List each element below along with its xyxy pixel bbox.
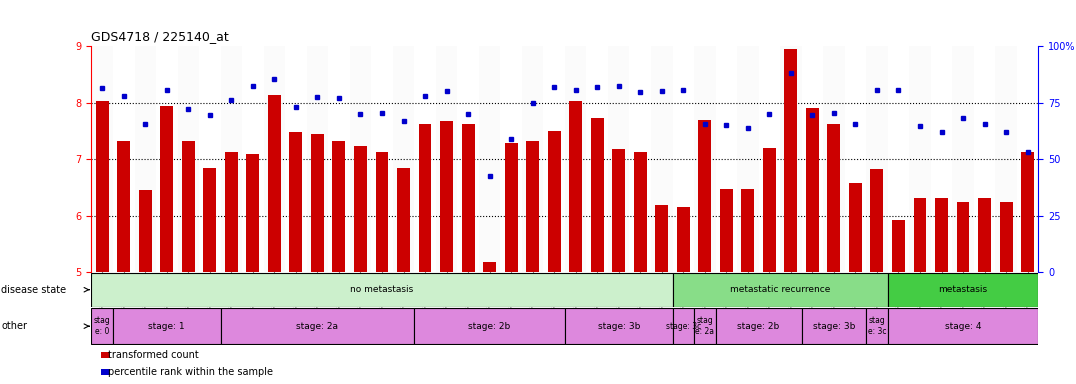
Bar — [419, 124, 431, 272]
Text: stage: 3c: stage: 3c — [666, 322, 700, 331]
Bar — [952, 46, 974, 272]
Text: stage: 2b: stage: 2b — [737, 322, 780, 331]
Text: percentile rank within the sample: percentile rank within the sample — [108, 367, 272, 377]
Bar — [117, 141, 130, 272]
Bar — [784, 49, 797, 272]
Bar — [780, 46, 802, 272]
Bar — [354, 146, 367, 272]
Bar — [96, 101, 109, 272]
Text: other: other — [1, 321, 27, 331]
Bar — [113, 308, 221, 344]
Bar — [376, 152, 388, 272]
Text: stage: 3b: stage: 3b — [812, 322, 855, 331]
Bar — [307, 46, 328, 272]
Bar — [957, 202, 969, 272]
Bar — [634, 152, 647, 272]
Bar — [806, 108, 819, 272]
Bar — [720, 189, 733, 272]
Bar — [935, 197, 948, 272]
Bar — [698, 119, 711, 272]
Text: metastasis: metastasis — [938, 285, 988, 294]
Bar — [332, 141, 345, 272]
Text: stage: 2a: stage: 2a — [296, 322, 339, 331]
Text: stage: 1: stage: 1 — [148, 322, 185, 331]
Text: transformed count: transformed count — [108, 350, 198, 360]
Bar — [914, 197, 926, 272]
Bar — [591, 118, 604, 272]
Bar — [526, 141, 539, 272]
Bar — [866, 308, 888, 344]
Bar — [802, 308, 866, 344]
Bar — [849, 183, 862, 272]
Bar — [462, 124, 475, 272]
Bar — [827, 124, 840, 272]
Bar — [651, 46, 672, 272]
Bar — [91, 46, 113, 272]
Bar — [569, 101, 582, 272]
Bar — [672, 273, 888, 306]
Bar — [978, 197, 991, 272]
Bar — [608, 46, 629, 272]
Bar — [246, 154, 259, 272]
Bar — [134, 46, 156, 272]
Bar — [995, 46, 1017, 272]
Bar — [350, 46, 371, 272]
Bar — [221, 46, 242, 272]
Bar — [182, 141, 195, 272]
Bar — [823, 46, 845, 272]
Bar — [870, 169, 883, 272]
Bar — [763, 148, 776, 272]
Bar — [548, 131, 561, 272]
Text: stag
e: 2a: stag e: 2a — [695, 316, 714, 336]
Bar — [91, 308, 113, 344]
Bar — [888, 308, 1038, 344]
Bar — [225, 152, 238, 272]
Bar — [91, 273, 673, 306]
Bar — [139, 190, 152, 272]
Bar — [203, 168, 216, 272]
Bar — [716, 308, 802, 344]
Text: disease state: disease state — [1, 285, 67, 295]
Bar — [311, 134, 324, 272]
Bar — [268, 95, 281, 272]
Bar — [866, 46, 888, 272]
Bar — [505, 143, 518, 272]
Bar — [289, 132, 302, 272]
Bar — [741, 189, 754, 272]
Bar — [1021, 152, 1034, 272]
Text: no metastasis: no metastasis — [351, 285, 413, 294]
Bar — [694, 308, 716, 344]
Bar — [612, 149, 625, 272]
Bar — [221, 308, 414, 344]
Bar — [160, 106, 173, 272]
Text: GDS4718 / 225140_at: GDS4718 / 225140_at — [91, 30, 229, 43]
Bar — [483, 262, 496, 272]
Bar — [892, 220, 905, 272]
Text: stage: 4: stage: 4 — [945, 322, 981, 331]
Bar — [565, 308, 672, 344]
Bar — [264, 46, 285, 272]
Bar — [737, 46, 759, 272]
Text: metastatic recurrence: metastatic recurrence — [730, 285, 831, 294]
Bar — [655, 205, 668, 272]
Bar — [677, 207, 690, 272]
Bar — [1000, 202, 1013, 272]
Bar — [397, 168, 410, 272]
Bar — [440, 121, 453, 272]
Bar — [436, 46, 457, 272]
Text: stag
e: 0: stag e: 0 — [94, 316, 111, 336]
Bar — [909, 46, 931, 272]
Bar — [393, 46, 414, 272]
Bar — [888, 273, 1038, 306]
Bar — [522, 46, 543, 272]
Bar — [178, 46, 199, 272]
Bar — [672, 308, 694, 344]
Bar — [565, 46, 586, 272]
Bar — [479, 46, 500, 272]
Bar — [414, 308, 565, 344]
Text: stage: 3b: stage: 3b — [597, 322, 640, 331]
Text: stag
e: 3c: stag e: 3c — [867, 316, 887, 336]
Bar — [694, 46, 716, 272]
Text: stage: 2b: stage: 2b — [468, 322, 511, 331]
